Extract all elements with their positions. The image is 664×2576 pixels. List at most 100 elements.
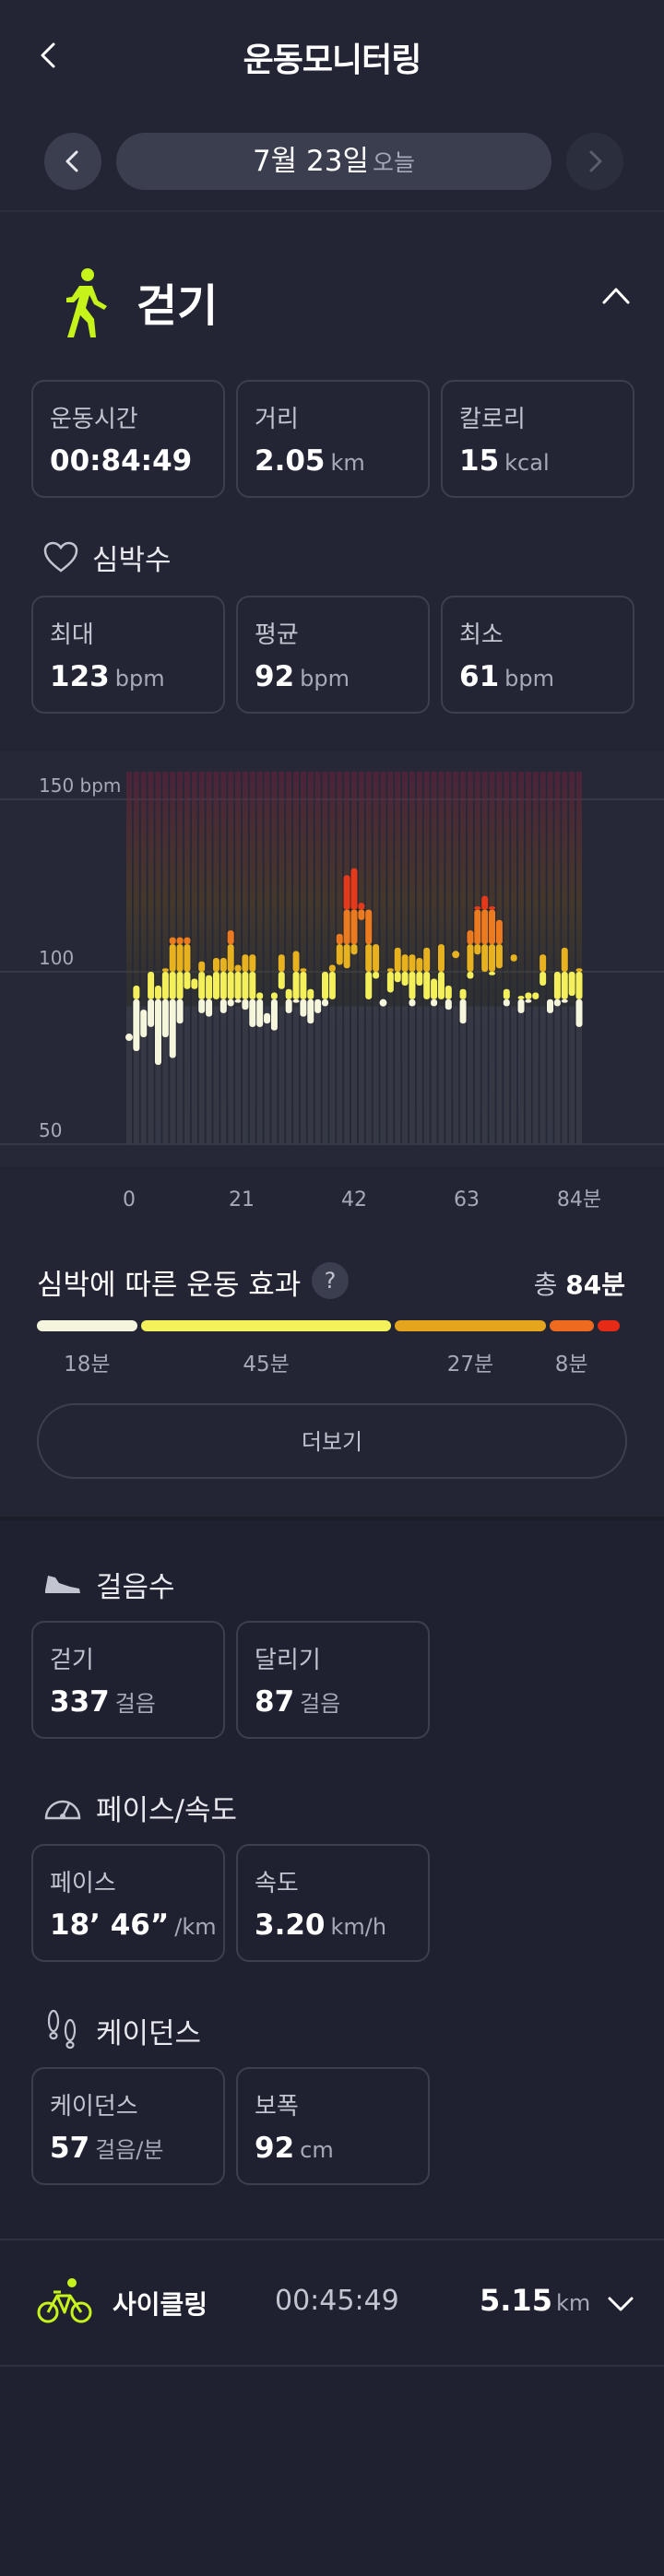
cadence-title: 케이던스 [96, 2016, 202, 2050]
walking-section: 걷기 운동시간 00:84:49 거리 2.05 km 칼로리 15 kcal 심박… [0, 212, 664, 751]
stat-card-min-hr: 최소 61 bpm [441, 596, 634, 714]
footprints-icon [47, 2009, 77, 2050]
effect-total: 총 84분 [533, 1270, 625, 1300]
zone-column [300, 772, 306, 1144]
back-arrow-icon[interactable] [33, 39, 66, 72]
hr-bar [547, 998, 554, 1013]
hr-bar [154, 985, 161, 999]
stat-label: 보폭 [255, 2093, 299, 2121]
hr-bar [517, 998, 525, 1013]
hr-bar [292, 998, 300, 1003]
base-column [467, 1006, 473, 1144]
zone-column [387, 772, 394, 1144]
heart-rate-header: 심박수 [42, 538, 172, 577]
hr-bar [292, 972, 300, 999]
base-column [518, 1006, 525, 1144]
stat-value: 15 kcal [459, 444, 550, 478]
hr-bar [148, 972, 155, 999]
hr-bar [459, 998, 467, 1024]
base-column [235, 1006, 242, 1144]
hr-bar [242, 954, 249, 972]
hr-bar [532, 992, 540, 999]
base-column [380, 1006, 386, 1144]
zone-segment [597, 1320, 620, 1331]
chevron-up-icon[interactable] [599, 282, 633, 308]
stat-card-cadence: 케이던스 57 걸음/분 [31, 2067, 225, 2185]
hr-bar [300, 972, 307, 999]
zone-column [155, 772, 161, 1144]
stat-label: 운동시간 [50, 406, 138, 433]
hr-bar [234, 964, 242, 972]
hr-bar [459, 988, 467, 999]
next-date-button[interactable] [566, 133, 623, 190]
hr-bar [409, 972, 416, 999]
stat-value: 123 bpm [50, 660, 165, 693]
zone-column [474, 772, 480, 1144]
date-display[interactable]: 7월 23일 오늘 [116, 133, 551, 190]
hr-bar [373, 972, 380, 979]
hr-bar [219, 958, 227, 972]
hr-bar [328, 972, 336, 999]
zone-column [532, 772, 539, 1144]
x-tick-label: 84분 [557, 1188, 601, 1211]
stat-card-walk-steps: 걷기 337 걸음 [31, 1621, 225, 1739]
hr-bar [525, 992, 532, 999]
base-column [489, 1006, 495, 1144]
hr-bar [481, 944, 489, 972]
page-title: 운동모니터링 [243, 41, 422, 79]
date-label: 7월 23일 [252, 145, 370, 178]
more-button[interactable]: 더보기 [37, 1403, 627, 1479]
heart-rate-chart: 150 bpm 100 50 0 21 42 63 84분 [0, 751, 664, 1217]
hr-bar [154, 998, 161, 1065]
stat-card-duration: 운동시간 00:84:49 [31, 380, 225, 498]
stat-value: 00:84:49 [50, 444, 193, 478]
base-column [279, 1006, 285, 1144]
hr-bar [206, 975, 213, 999]
hr-bar [227, 930, 234, 945]
base-column [431, 1006, 437, 1144]
hr-bar [328, 964, 336, 972]
base-column [155, 1006, 161, 1144]
base-column [423, 1006, 430, 1144]
stat-label: 칼로리 [459, 406, 526, 433]
base-column [286, 1006, 292, 1144]
hr-bar [467, 930, 474, 945]
stat-label: 최대 [50, 621, 94, 649]
hr-bar [561, 972, 568, 999]
zone-minutes-label: 45분 [243, 1353, 290, 1377]
shoe-icon [45, 1576, 80, 1593]
zone-column [460, 772, 467, 1144]
base-column [293, 1006, 300, 1144]
previous-date-button[interactable] [44, 133, 101, 190]
base-column [358, 1006, 364, 1144]
base-column [438, 1006, 445, 1144]
cycling-activity-row[interactable]: 사이클링 00:45:49 5.15 km [0, 2240, 664, 2365]
pace-header: 페이스/속도 [42, 1789, 237, 1827]
base-column [554, 1006, 561, 1144]
zone-column [264, 772, 270, 1144]
base-column [351, 1006, 357, 1144]
activity-title: 걷기 [136, 280, 219, 332]
zone-column [256, 772, 263, 1144]
zone-column [206, 772, 212, 1144]
base-column [184, 1006, 190, 1144]
hr-bar [249, 954, 256, 972]
hr-bar [343, 875, 350, 910]
hr-bar [336, 933, 343, 945]
base-column [547, 1006, 553, 1144]
hr-bar [278, 972, 285, 989]
stat-card-max-hr: 최대 123 bpm [31, 596, 225, 714]
chevron-down-icon[interactable] [607, 2294, 634, 2314]
hr-bar [365, 909, 373, 945]
base-column [264, 1006, 270, 1144]
hr-bar [358, 909, 365, 920]
base-column [220, 1006, 227, 1144]
zone-column [162, 772, 169, 1144]
hr-bar [314, 998, 322, 1013]
hr-bar [169, 944, 176, 972]
base-column [474, 1006, 480, 1144]
base-column [249, 1006, 255, 1144]
hr-bar [336, 944, 343, 965]
base-column [337, 1006, 343, 1144]
help-icon[interactable]: ? [312, 1262, 349, 1299]
